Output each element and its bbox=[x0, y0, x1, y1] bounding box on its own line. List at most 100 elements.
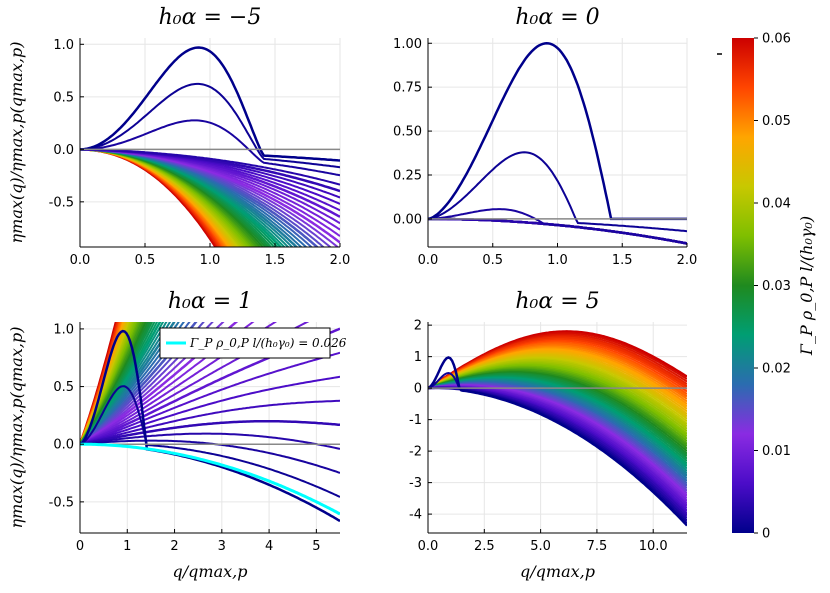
series-line bbox=[80, 322, 144, 445]
highlight-series-line bbox=[80, 442, 340, 516]
series-line bbox=[80, 322, 310, 446]
colorbar-tick-label: 0.03 bbox=[762, 279, 791, 294]
colorbar-label: Γ_P ρ_0,P l/(h₀γ₀) bbox=[797, 216, 816, 356]
series-line bbox=[80, 322, 172, 445]
y-tick-label: 0.75 bbox=[393, 81, 422, 96]
series-line bbox=[80, 322, 154, 445]
panel-bottom-left: 0 1 2 3 4 5 -0.5 0.0 0.5 1.0 h₀α = 1 ηmax(q)/ηmax,p… bbox=[7, 289, 347, 581]
series-line bbox=[80, 322, 278, 446]
x-tick-label: 5 bbox=[312, 539, 320, 554]
y-tick-label: 2 bbox=[414, 319, 422, 334]
x-tick-label: 2.0 bbox=[677, 253, 698, 268]
panel-bottom-right: 0.0 2.5 5.0 7.5 10.0 -4 -3 -2 -1 0 1 2 h₀α = 5 q/qmax… bbox=[409, 289, 687, 581]
series-line bbox=[80, 322, 139, 445]
x-tick-label: 1.5 bbox=[265, 253, 286, 268]
series-line bbox=[80, 148, 340, 186]
series-line bbox=[80, 322, 198, 446]
legend-label: Γ_P ρ_0,P l/(h₀γ₀) = 0.026 bbox=[189, 336, 347, 350]
series-line bbox=[80, 322, 214, 446]
x-tick-label: 7.5 bbox=[587, 539, 608, 554]
series-line bbox=[80, 329, 340, 523]
panel-title: h₀α = 1 bbox=[168, 289, 252, 314]
x-tick-label: 0.5 bbox=[135, 253, 156, 268]
y-tick-label: 1 bbox=[414, 350, 422, 365]
gridlines bbox=[427, 38, 688, 247]
curve-family bbox=[80, 46, 340, 247]
series-line bbox=[80, 322, 180, 445]
y-tick-label: 0.0 bbox=[53, 143, 74, 158]
x-tick-label: 1 bbox=[123, 539, 131, 554]
series-line bbox=[80, 375, 340, 446]
colorbar-tick-label: 0.06 bbox=[762, 32, 791, 47]
series-line bbox=[80, 322, 140, 445]
x-tick-label: 1.0 bbox=[200, 253, 221, 268]
y-tick-label: 0.50 bbox=[393, 125, 422, 140]
colorbar-gradient bbox=[732, 38, 754, 533]
series-line bbox=[428, 151, 687, 233]
x-tick-label: 4 bbox=[265, 539, 273, 554]
x-tick-label: 0.0 bbox=[70, 253, 91, 268]
series-line bbox=[80, 322, 176, 446]
x-tick-label: 0.5 bbox=[482, 253, 503, 268]
x-tick-label: 5.0 bbox=[530, 539, 551, 554]
series-line bbox=[80, 322, 191, 445]
series-line bbox=[80, 322, 149, 445]
panel-top-left: 0.0 0.5 1.0 1.5 2.0 -0.5 0.0 0.5 1.0 h₀α = −5 ηmax… bbox=[7, 5, 351, 268]
x-tick-label: 3 bbox=[218, 539, 226, 554]
colorbar: 0 0.01 0.02 0.03 0.04 0.05 0.06 Γ_P ρ_0,P l/(h₀… bbox=[717, 32, 816, 542]
colorbar-tick-label: 0 bbox=[762, 527, 770, 542]
colorbar-tick-label: 0.05 bbox=[762, 114, 791, 129]
y-tick-label: 0 bbox=[414, 382, 422, 397]
y-tick-label: 1.0 bbox=[53, 38, 74, 53]
colorbar-tick-label: 0.02 bbox=[762, 362, 791, 377]
y-tick-label: -1 bbox=[409, 413, 422, 428]
x-tick-label: 0 bbox=[76, 539, 84, 554]
y-tick-label: 0.0 bbox=[53, 438, 74, 453]
legend-box bbox=[159, 327, 331, 359]
x-tick-label: 2 bbox=[170, 539, 178, 554]
x-tick-label: 10.0 bbox=[639, 539, 668, 554]
x-tick-label: 2.0 bbox=[330, 253, 351, 268]
y-tick-label: -2 bbox=[409, 445, 422, 460]
curve-family bbox=[428, 330, 687, 527]
colorbar-tick-label: 0.04 bbox=[762, 197, 791, 212]
series-line bbox=[80, 322, 168, 445]
series-line bbox=[80, 322, 156, 445]
y-tick-label: 1.0 bbox=[53, 322, 74, 337]
panel-title: h₀α = 0 bbox=[515, 5, 599, 30]
series-line bbox=[80, 432, 340, 450]
series-line bbox=[80, 322, 138, 445]
panel-title: h₀α = 5 bbox=[515, 289, 599, 314]
series-line bbox=[80, 385, 340, 498]
series-line bbox=[80, 351, 340, 446]
series-line bbox=[80, 322, 162, 446]
series-line bbox=[428, 356, 687, 527]
legend: Γ_P ρ_0,P l/(h₀γ₀) = 0.026 bbox=[159, 327, 347, 359]
curve-family bbox=[428, 42, 687, 245]
y-tick-label: 0.00 bbox=[393, 212, 422, 227]
series-line bbox=[80, 399, 340, 446]
panel-title: h₀α = −5 bbox=[159, 5, 262, 30]
series-line bbox=[428, 208, 687, 245]
y-axis-label: ηmax(q)/ηmax,p(qmax,p) bbox=[7, 327, 26, 529]
x-tick-label: 2.5 bbox=[474, 539, 495, 554]
x-tick-label: 0.0 bbox=[418, 539, 439, 554]
y-tick-label: 0.5 bbox=[53, 380, 74, 395]
series-line bbox=[80, 46, 340, 162]
x-tick-label: 1.5 bbox=[612, 253, 633, 268]
y-tick-label: 1.00 bbox=[393, 37, 422, 52]
panel-top-right: 0.0 0.5 1.0 1.5 2.0 0.00 0.25 0.50 0.75 1.00 h₀α =… bbox=[393, 5, 697, 268]
y-tick-label: -0.5 bbox=[49, 195, 74, 210]
series-line bbox=[80, 322, 165, 445]
series-line bbox=[80, 322, 185, 445]
colorbar-tick-label: 0.01 bbox=[762, 444, 791, 459]
y-tick-label: -3 bbox=[409, 476, 422, 491]
series-line bbox=[80, 322, 159, 445]
y-tick-label: 0.5 bbox=[53, 90, 74, 105]
y-axis-label: ηmax(q)/ηmax,p(qmax,p) bbox=[7, 42, 26, 244]
series-line bbox=[80, 322, 152, 445]
x-axis-label: q/qmax,p bbox=[520, 562, 595, 581]
x-tick-label: 1.0 bbox=[547, 253, 568, 268]
y-tick-label: -0.5 bbox=[49, 495, 74, 510]
